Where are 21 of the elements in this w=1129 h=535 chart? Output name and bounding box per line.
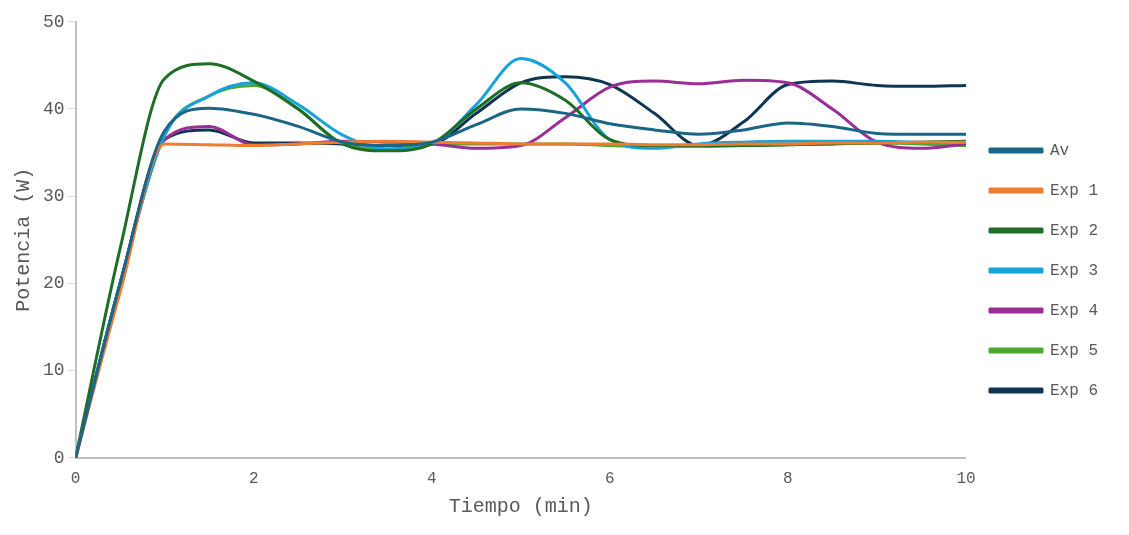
x-tick-label: 0: [70, 469, 81, 488]
legend-label: Av: [1049, 141, 1070, 160]
y-tick-label: 30: [42, 185, 65, 206]
y-tick-label: 20: [42, 273, 65, 294]
y-tick-label: 10: [42, 360, 65, 381]
legend-label: Exp 2: [1049, 221, 1099, 240]
x-tick-label: 2: [248, 469, 259, 488]
x-axis-title: Tiempo (min): [448, 495, 593, 519]
x-tick-label: 6: [605, 469, 615, 488]
x-tick-label: 8: [783, 469, 793, 488]
legend-label: Exp 6: [1049, 381, 1099, 400]
y-tick-label: 40: [42, 98, 65, 119]
legend-label: Exp 3: [1049, 261, 1099, 280]
legend-label: Exp 4: [1049, 301, 1099, 320]
x-tick-label: 10: [956, 469, 976, 488]
legend-label: Exp 1: [1049, 181, 1099, 200]
y-tick-label: 0: [53, 447, 65, 468]
y-tick-label: 50: [42, 11, 65, 32]
x-tick-label: 4: [426, 469, 437, 488]
y-axis-title: Potencia (W): [12, 167, 36, 312]
legend-label: Exp 5: [1049, 341, 1099, 360]
